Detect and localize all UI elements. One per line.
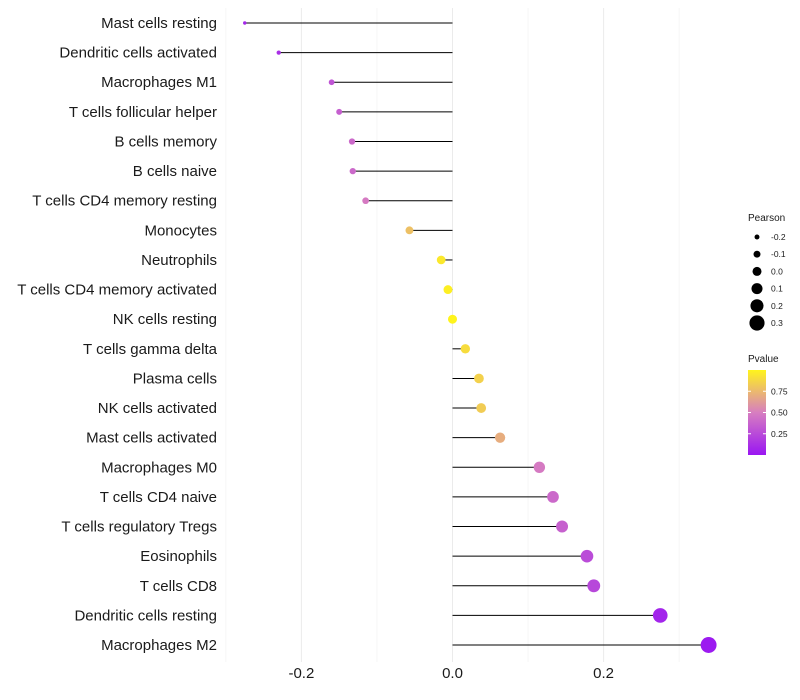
size-legend-key xyxy=(751,283,763,295)
pearson-size-legend: Pearson -0.2 -0.1 0.0 0.1 0.2 0.3 xyxy=(748,213,786,331)
category-label: T cells regulatory Tregs xyxy=(61,519,217,536)
size-legend-key xyxy=(750,299,764,313)
size-legend-label: 0.0 xyxy=(771,266,783,276)
grid-lines xyxy=(225,8,680,662)
lollipop-point xyxy=(580,549,594,563)
lollipop-point xyxy=(547,491,559,503)
category-label: Dendritic cells resting xyxy=(74,607,217,624)
color-legend-title: Pvalue xyxy=(748,354,779,365)
x-tick-label: 0.0 xyxy=(442,665,463,682)
category-label: Macrophages M0 xyxy=(101,459,217,476)
x-tick-label: -0.2 xyxy=(288,665,314,682)
lollipop-point xyxy=(494,432,506,443)
category-label: Macrophages M1 xyxy=(101,74,217,91)
pvalue-color-legend: Pvalue 0.75 0.50 0.25 xyxy=(748,354,788,455)
category-labels: Mast cells resting Dendritic cells activa… xyxy=(17,15,217,654)
size-legend-key xyxy=(749,315,765,331)
category-label: Eosinophils xyxy=(140,548,217,565)
size-legend-label: -0.2 xyxy=(771,232,786,242)
category-label: T cells follicular helper xyxy=(69,104,217,121)
category-label: T cells CD4 memory resting xyxy=(32,193,217,210)
lollipop-point xyxy=(700,637,717,653)
lollipop-point xyxy=(476,403,487,413)
category-label: Mast cells activated xyxy=(86,430,217,447)
lollipop-point xyxy=(587,579,601,593)
lollipop-point xyxy=(405,226,414,235)
x-axis-ticks: -0.2 0.0 0.2 xyxy=(288,665,614,682)
lollipop-point xyxy=(336,108,343,115)
lollipop-points xyxy=(243,21,717,653)
category-label: Neutrophils xyxy=(141,252,217,269)
lollipop-stems xyxy=(244,22,709,646)
category-label: Monocytes xyxy=(144,222,217,239)
lollipop-point xyxy=(474,373,484,384)
lollipop-point xyxy=(436,255,446,265)
category-label: B cells memory xyxy=(114,133,217,150)
size-legend-label: 0.3 xyxy=(771,318,783,328)
size-legend-label: -0.1 xyxy=(771,249,786,259)
size-legend-label: 0.2 xyxy=(771,301,783,311)
category-label: NK cells activated xyxy=(98,400,217,417)
size-legend-title: Pearson xyxy=(748,213,785,224)
color-legend-label: 0.25 xyxy=(771,429,788,439)
size-legend-key xyxy=(753,250,761,258)
lollipop-point xyxy=(328,79,335,86)
lollipop-point xyxy=(349,167,356,175)
category-label: B cells naive xyxy=(133,163,217,180)
lollipop-point xyxy=(362,197,369,205)
category-label: Mast cells resting xyxy=(101,15,217,32)
color-legend-label: 0.50 xyxy=(771,408,788,418)
lollipop-point xyxy=(652,608,668,623)
category-label: T cells CD8 xyxy=(140,578,217,595)
category-label: Plasma cells xyxy=(133,370,217,387)
category-label: Dendritic cells activated xyxy=(59,45,217,62)
size-legend-key xyxy=(752,266,762,276)
color-legend-bar xyxy=(748,370,766,455)
x-tick-label: 0.2 xyxy=(593,665,614,682)
size-legend-label: 0.1 xyxy=(771,284,783,294)
category-label: Macrophages M2 xyxy=(101,637,217,654)
size-legend-key xyxy=(754,234,760,240)
category-label: T cells CD4 memory activated xyxy=(17,282,217,299)
lollipop-point xyxy=(443,285,453,295)
lollipop-point xyxy=(276,50,281,55)
category-label: T cells gamma delta xyxy=(83,341,218,358)
lollipop-point xyxy=(556,520,569,533)
lollipop-point xyxy=(533,461,546,473)
lollipop-point xyxy=(348,138,356,145)
lollipop-point xyxy=(460,344,471,354)
category-label: T cells CD4 naive xyxy=(100,489,217,506)
category-label: NK cells resting xyxy=(113,311,217,328)
lollipop-point xyxy=(243,21,247,25)
color-legend-label: 0.75 xyxy=(771,386,788,396)
lollipop-point xyxy=(447,314,458,324)
